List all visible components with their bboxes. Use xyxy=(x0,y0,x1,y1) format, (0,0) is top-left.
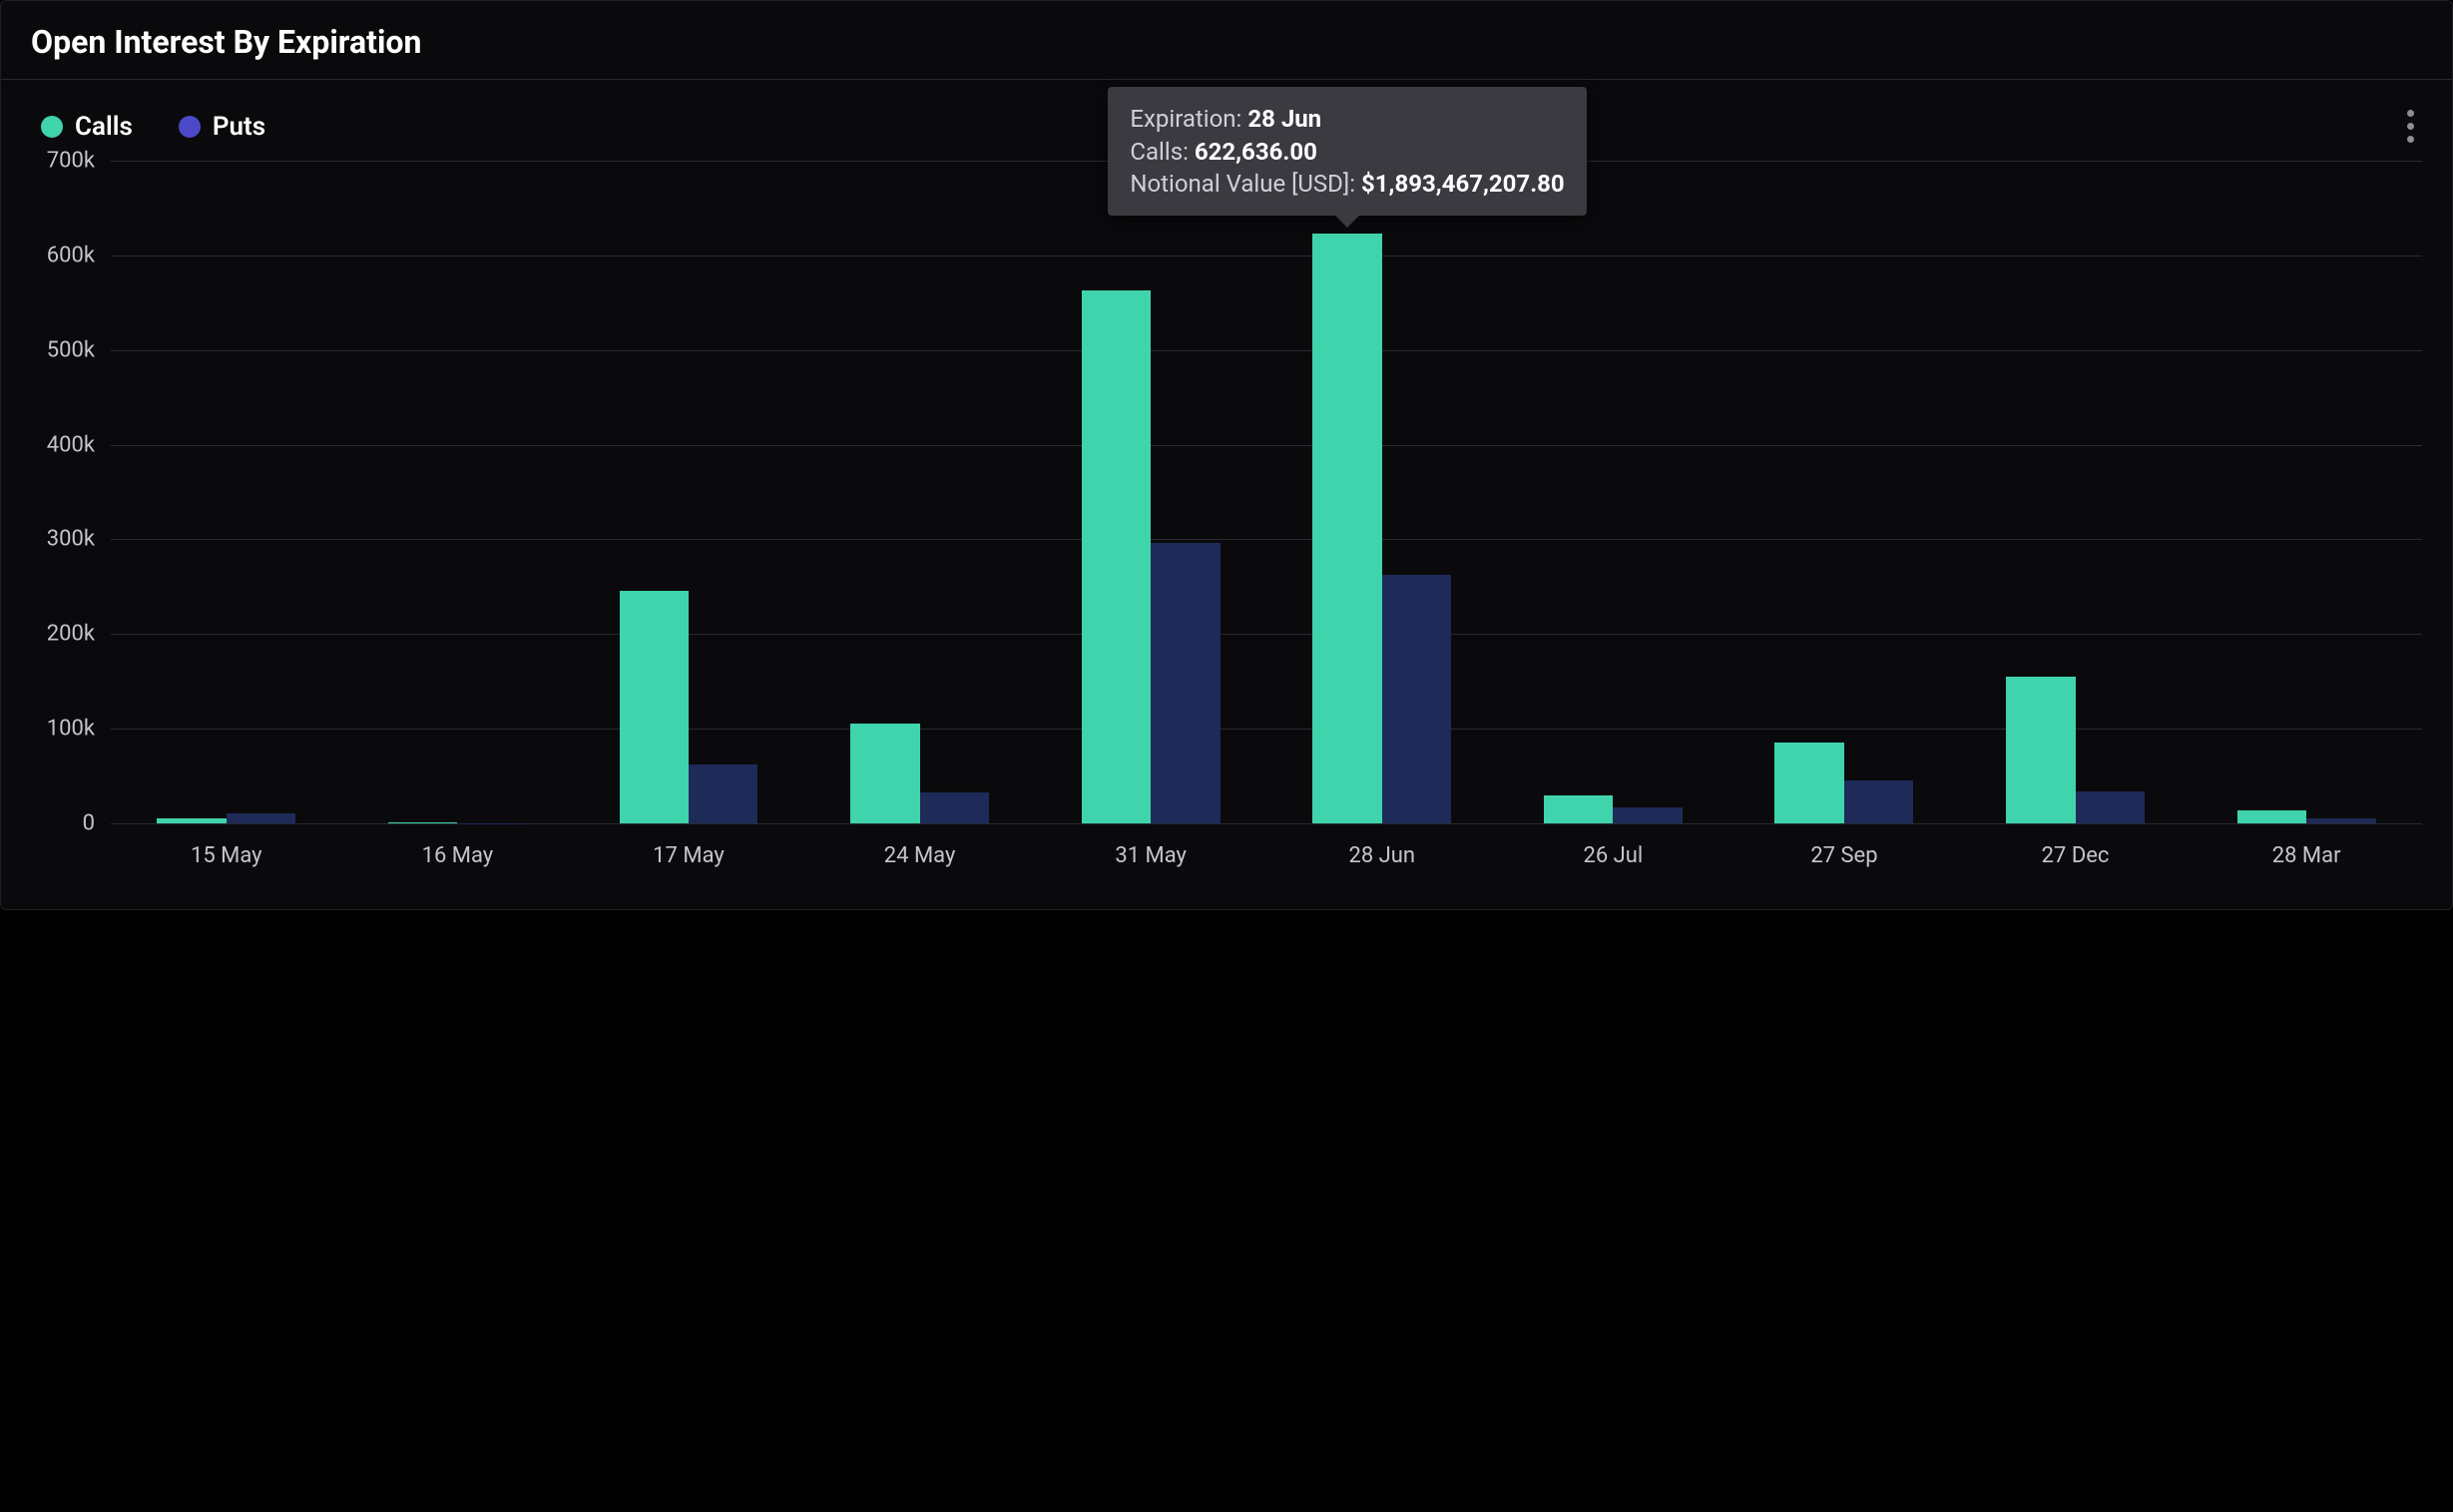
bar-puts[interactable] xyxy=(1844,780,1913,823)
y-tick-label: 0 xyxy=(83,811,95,836)
category-31-may xyxy=(1035,161,1266,823)
tooltip-label: Notional Value [USD]: xyxy=(1130,170,1361,198)
legend-label-calls: Calls xyxy=(75,112,133,142)
tooltip-label: Calls: xyxy=(1130,138,1195,166)
y-tick-label: 200k xyxy=(47,622,95,647)
x-tick-label: 28 Jun xyxy=(1266,823,1498,879)
legend-item-calls[interactable]: Calls xyxy=(41,112,133,142)
legend-dot-calls xyxy=(41,116,63,138)
category-28-jun xyxy=(1266,161,1498,823)
chart-menu-button[interactable] xyxy=(2399,102,2422,151)
category-24-may xyxy=(804,161,1036,823)
bar-calls[interactable] xyxy=(2006,677,2075,823)
x-tick-label: 15 May xyxy=(111,823,342,879)
category-16-may xyxy=(342,161,574,823)
tooltip-label: Expiration: xyxy=(1130,105,1247,133)
x-tick-label: 26 Jul xyxy=(1498,823,1729,879)
legend-item-puts[interactable]: Puts xyxy=(179,112,265,142)
panel-header: Open Interest By Expiration xyxy=(1,1,2452,80)
category-26-jul xyxy=(1498,161,1729,823)
kebab-icon xyxy=(2407,110,2414,117)
x-axis-labels: 15 May16 May17 May24 May31 May28 Jun26 J… xyxy=(111,823,2422,879)
bar-puts[interactable] xyxy=(689,764,757,823)
bar-puts[interactable] xyxy=(227,813,295,823)
x-tick-label: 31 May xyxy=(1035,823,1266,879)
bar-calls[interactable] xyxy=(1082,290,1151,823)
plot-area[interactable]: 0100k200k300k400k500k600k700k 15 May16 M… xyxy=(111,161,2422,879)
y-tick-label: 300k xyxy=(47,527,95,552)
tooltip-value: 622,636.00 xyxy=(1195,138,1317,166)
bars-area xyxy=(111,161,2422,823)
x-tick-label: 28 Mar xyxy=(2191,823,2422,879)
category-28-mar xyxy=(2191,161,2422,823)
category-15-may xyxy=(111,161,342,823)
tooltip: Expiration: 28 Jun Calls: 622,636.00 Notio… xyxy=(1108,87,1586,216)
bar-calls[interactable] xyxy=(1774,743,1843,823)
chart-container: 0 100k 200k 300k 400k 500k 600k 700k 15 May16 M… xyxy=(1,151,2452,909)
bar-calls[interactable] xyxy=(850,724,919,823)
x-tick-label: 27 Dec xyxy=(1960,823,2192,879)
legend: Calls Puts xyxy=(41,112,265,142)
category-17-may xyxy=(573,161,804,823)
bar-puts[interactable] xyxy=(1382,575,1451,823)
y-tick-label: 700k xyxy=(47,149,95,174)
y-tick-label: 500k xyxy=(47,337,95,362)
x-tick-label: 17 May xyxy=(573,823,804,879)
category-27-dec xyxy=(1960,161,2192,823)
y-tick-label: 400k xyxy=(47,432,95,457)
bar-calls[interactable] xyxy=(2237,810,2306,823)
y-tick-label: 100k xyxy=(47,717,95,742)
bar-calls[interactable] xyxy=(1312,234,1381,823)
bar-puts[interactable] xyxy=(1151,543,1220,823)
panel-title: Open Interest By Expiration xyxy=(31,23,2422,61)
x-tick-label: 24 May xyxy=(804,823,1036,879)
kebab-icon xyxy=(2407,123,2414,130)
y-tick-label: 600k xyxy=(47,243,95,267)
tooltip-value: $1,893,467,207.80 xyxy=(1361,170,1565,198)
bar-calls[interactable] xyxy=(1544,795,1613,823)
legend-label-puts: Puts xyxy=(213,112,265,142)
tooltip-value: 28 Jun xyxy=(1247,105,1321,133)
x-tick-label: 16 May xyxy=(342,823,574,879)
legend-dot-puts xyxy=(179,116,201,138)
bar-puts[interactable] xyxy=(2076,791,2145,823)
category-27-sep xyxy=(1728,161,1960,823)
kebab-icon xyxy=(2407,136,2414,143)
open-interest-panel: Open Interest By Expiration Calls Puts 0… xyxy=(0,0,2453,910)
bar-puts[interactable] xyxy=(1613,807,1682,823)
bar-puts[interactable] xyxy=(920,792,989,823)
x-tick-label: 27 Sep xyxy=(1728,823,1960,879)
bar-calls[interactable] xyxy=(620,591,689,823)
